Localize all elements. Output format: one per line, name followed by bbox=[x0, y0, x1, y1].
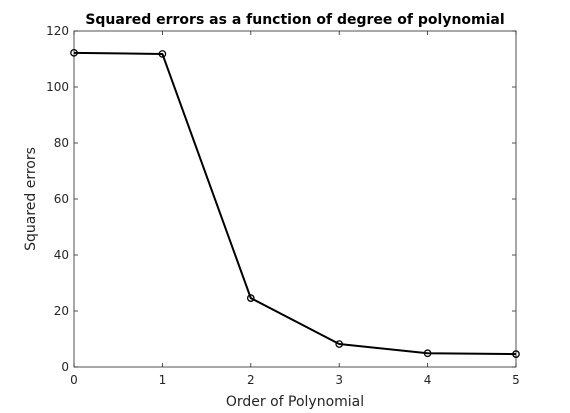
x-tick-label: 0 bbox=[70, 373, 78, 387]
y-axis-label: Squared errors bbox=[23, 147, 39, 251]
y-tick-label: 40 bbox=[54, 248, 69, 262]
series-line bbox=[73, 51, 517, 356]
y-tick-label: 0 bbox=[61, 360, 69, 374]
data-point bbox=[70, 48, 78, 57]
x-tick-label: 3 bbox=[335, 373, 343, 387]
chart-title: Squared errors as a function of degree o… bbox=[85, 12, 504, 28]
data-point bbox=[335, 340, 344, 348]
y-tick-label: 60 bbox=[54, 192, 69, 206]
data-point bbox=[423, 349, 432, 358]
y-tick-label: 100 bbox=[46, 80, 69, 94]
data-point bbox=[512, 350, 520, 358]
data-point bbox=[158, 50, 167, 58]
x-tick-label: 4 bbox=[424, 373, 432, 387]
x-tick-label: 1 bbox=[159, 373, 167, 387]
plot-area: 0 1 2 3 4 5 0 20 40 60 80 100 120 bbox=[46, 24, 520, 387]
y-tick-label: 80 bbox=[54, 136, 69, 150]
x-axis-label: Order of Polynomial bbox=[226, 394, 364, 410]
y-tick-label: 20 bbox=[54, 304, 69, 318]
y-tick-label: 120 bbox=[46, 24, 69, 38]
x-tick-label: 2 bbox=[247, 373, 255, 387]
x-tick-label: 5 bbox=[512, 373, 520, 387]
data-point bbox=[246, 294, 255, 302]
